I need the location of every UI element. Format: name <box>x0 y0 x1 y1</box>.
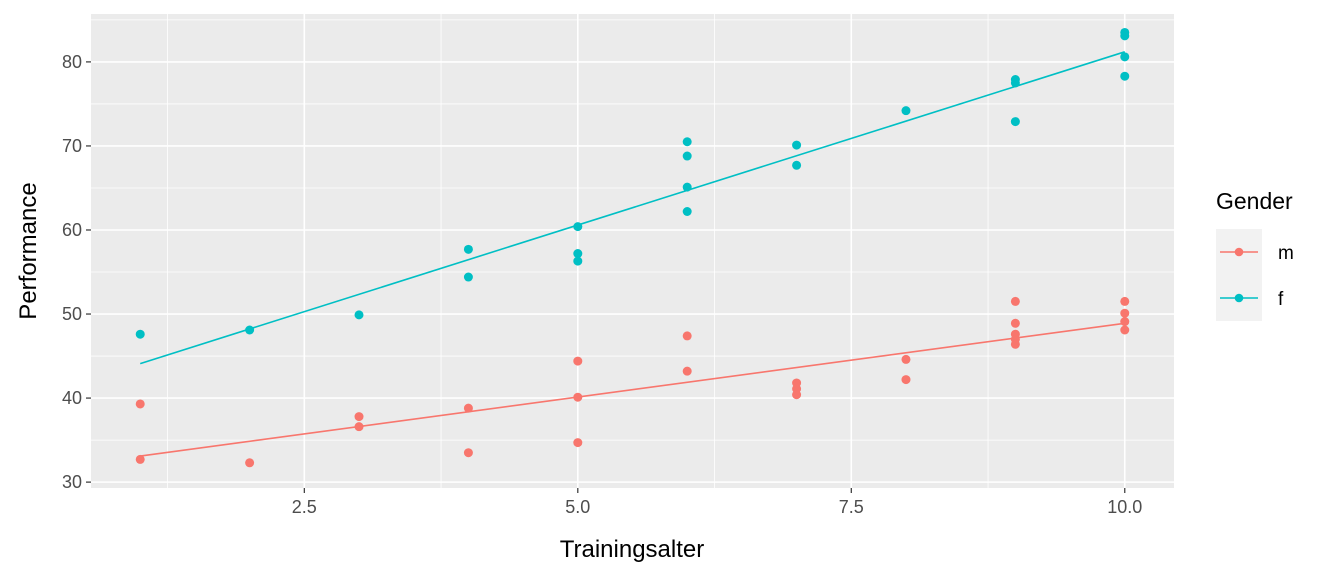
data-point-m <box>792 390 802 400</box>
legend: Gender m f <box>1216 188 1294 321</box>
data-point-f <box>245 325 255 335</box>
data-point-f <box>901 106 911 116</box>
data-point-f <box>1120 31 1130 41</box>
legend-label-m: m <box>1278 243 1294 264</box>
data-point-m <box>1120 325 1130 335</box>
data-point-m <box>463 403 473 413</box>
legend-key-point-m <box>1234 247 1244 257</box>
y-axis-title: Performance <box>15 182 42 319</box>
data-point-m <box>135 399 145 409</box>
data-point-m <box>573 356 583 366</box>
data-point-f <box>1120 71 1130 81</box>
data-point-m <box>1120 296 1130 306</box>
data-point-m <box>901 375 911 385</box>
y-tick-label: 40 <box>62 388 82 408</box>
data-point-f <box>1010 78 1020 88</box>
data-point-m <box>135 454 145 464</box>
data-point-f <box>682 207 692 216</box>
data-point-f <box>682 137 692 147</box>
legend-key-point-f <box>1234 293 1244 303</box>
y-tick-label: 80 <box>62 52 82 72</box>
data-point-f <box>1010 117 1020 127</box>
data-point-m <box>573 438 583 448</box>
grid-lines <box>91 14 1174 488</box>
fit-line-f <box>139 51 1126 365</box>
data-point-f <box>573 256 583 266</box>
x-tick-label: 10.0 <box>1107 497 1142 517</box>
data-point-m <box>682 331 692 341</box>
data-point-m <box>354 412 364 422</box>
legend-label-f: f <box>1278 289 1284 310</box>
data-point-f <box>463 244 473 254</box>
x-tick-label: 7.5 <box>839 497 864 517</box>
data-point-f <box>135 329 145 339</box>
legend-title: Gender <box>1216 188 1293 214</box>
data-point-f <box>463 272 473 282</box>
data-points <box>135 27 1130 468</box>
data-point-m <box>354 422 364 432</box>
data-point-m <box>573 392 583 402</box>
y-tick-label: 50 <box>62 304 82 324</box>
data-point-f <box>573 222 583 232</box>
x-axis-title: Trainingsalter <box>560 536 705 563</box>
data-point-f <box>682 182 692 192</box>
data-point-f <box>573 249 583 259</box>
data-point-f <box>354 310 364 320</box>
data-point-m <box>1120 317 1130 327</box>
data-point-m <box>245 458 255 468</box>
data-point-m <box>1010 296 1020 306</box>
data-point-f <box>792 160 802 170</box>
data-point-f <box>792 140 802 150</box>
x-tick-label: 2.5 <box>292 497 317 517</box>
axes: 2.5 5.0 7.5 10.0 30 40 50 60 70 80 <box>62 52 1142 517</box>
x-tick-label: 5.0 <box>565 497 590 517</box>
data-point-m <box>1010 318 1020 328</box>
data-point-m <box>463 448 473 458</box>
data-point-m <box>1010 339 1020 349</box>
y-tick-label: 60 <box>62 220 82 240</box>
data-point-f <box>1120 52 1130 62</box>
data-point-m <box>682 366 692 376</box>
fit-line-m <box>140 322 1125 457</box>
data-point-m <box>901 354 911 364</box>
fit-lines <box>139 51 1126 457</box>
data-point-f <box>682 151 692 161</box>
y-tick-label: 30 <box>62 472 82 492</box>
data-point-m <box>1120 308 1130 318</box>
y-tick-label: 70 <box>62 136 82 156</box>
